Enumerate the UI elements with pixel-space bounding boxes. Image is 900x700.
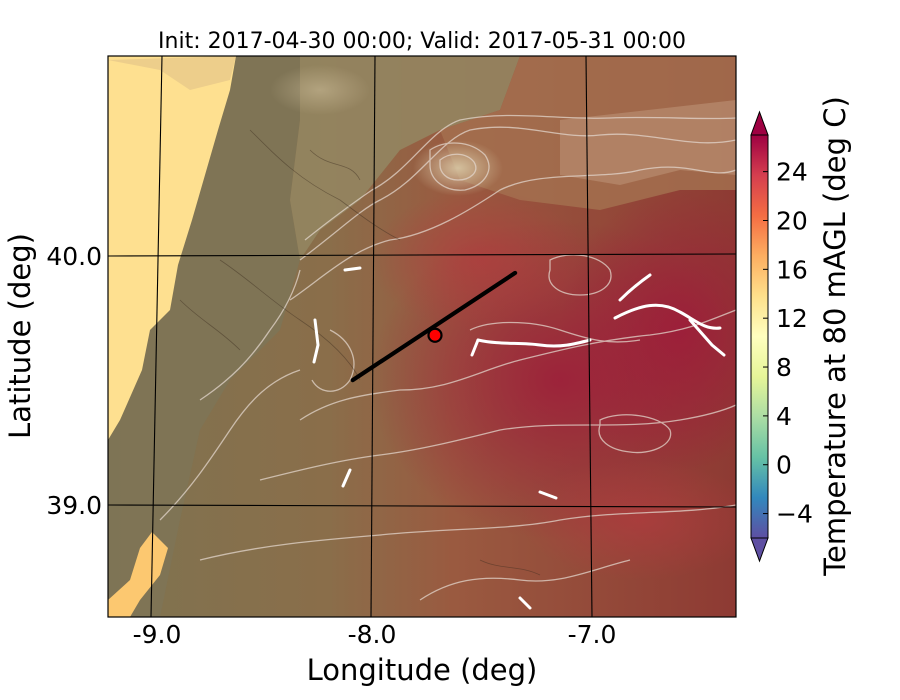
colorbar-extend-max (750, 110, 769, 136)
map-frame (107, 55, 737, 618)
colorbar-tick-label: 0 (776, 451, 792, 480)
north-east-light (560, 100, 736, 185)
meridian-minus-9 (150, 56, 163, 617)
y-tick-label: 40.0 (46, 242, 102, 271)
contour-lines-dark (179, 129, 541, 576)
colorbar-tick-label: 24 (776, 158, 808, 187)
colorbar-tick-label: 16 (776, 255, 808, 284)
parallel-40 (108, 253, 736, 257)
colorbar-ticks: 24 20 16 12 8 4 0 −4 (763, 158, 813, 529)
contour-lines (159, 114, 736, 601)
reservoirs (312, 266, 726, 610)
warm-core-3 (370, 190, 590, 330)
y-axis-label: Latitude (deg) (3, 233, 37, 439)
cool-hill (270, 65, 370, 115)
colorbar: 24 20 16 12 8 4 0 −4 (750, 110, 813, 563)
x-tick-label: -9.0 (133, 620, 182, 649)
colorbar-tick-label: 12 (776, 304, 808, 333)
meridian-minus-7 (585, 56, 593, 617)
parallel-39 (108, 504, 736, 508)
colorbar-tick-label: 20 (776, 206, 808, 235)
y-tick-label: 39.0 (46, 491, 102, 520)
colorbar-label: Temperature at 80 mAGL (deg C) (818, 96, 852, 577)
x-axis-label: Longitude (deg) (307, 653, 538, 687)
x-tick-label: -8.0 (348, 620, 397, 649)
ocean (108, 56, 236, 440)
site-marker (427, 327, 443, 343)
colorbar-tick-label: 8 (776, 353, 792, 382)
transect-line (350, 270, 518, 383)
ocean-front (108, 56, 236, 90)
warm-core-2 (560, 190, 736, 470)
meridian-minus-8 (370, 56, 376, 617)
map-panel (108, 56, 736, 617)
graticule (108, 56, 736, 617)
colorbar-tick-label: 4 (776, 402, 792, 431)
map-title: Init: 2017-04-30 00:00; Valid: 2017-05-3… (158, 29, 686, 54)
colorbar-extend-min (750, 537, 769, 563)
estuary (108, 532, 168, 617)
colorbar-tick-label: −4 (776, 500, 813, 529)
colorbar-body (750, 134, 769, 539)
warm-core-4 (520, 460, 736, 580)
x-tick-label: -7.0 (568, 620, 617, 649)
